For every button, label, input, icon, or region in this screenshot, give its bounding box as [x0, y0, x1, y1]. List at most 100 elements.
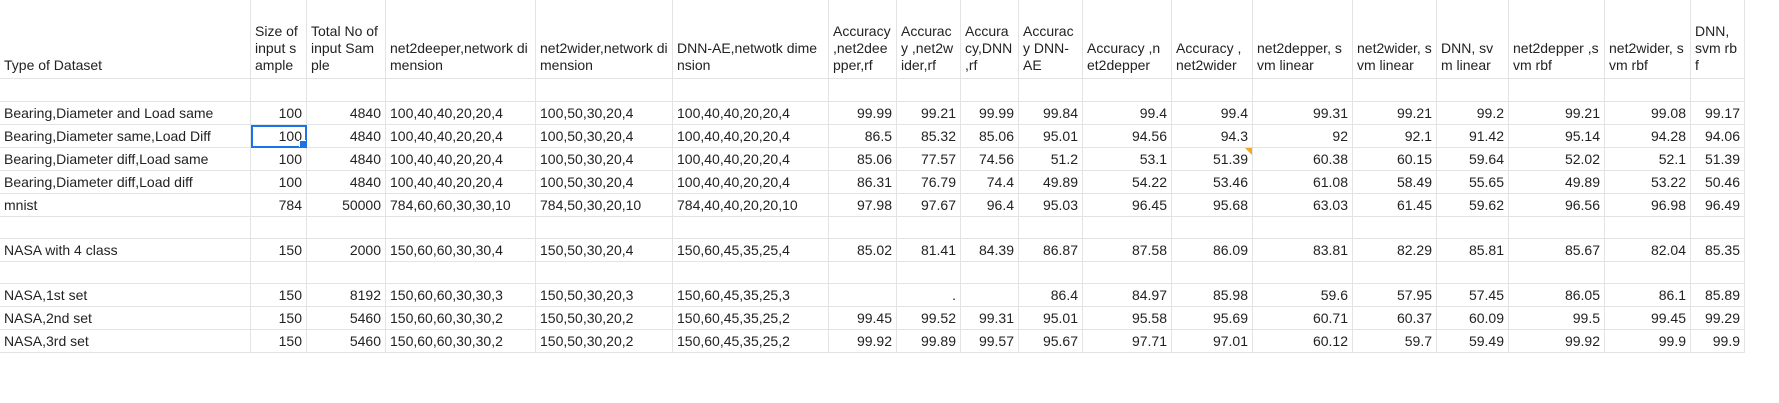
empty-cell[interactable]	[536, 79, 673, 102]
data-cell[interactable]: 99.31	[961, 307, 1019, 330]
data-cell[interactable]: 59.6	[1253, 284, 1353, 307]
data-cell[interactable]: 97.71	[1083, 330, 1172, 353]
empty-cell[interactable]	[673, 217, 829, 239]
data-cell[interactable]: 86.1	[1605, 284, 1691, 307]
empty-cell[interactable]	[1691, 79, 1745, 102]
data-cell[interactable]: 150,60,45,35,25,3	[673, 284, 829, 307]
empty-cell[interactable]	[1509, 217, 1605, 239]
empty-cell[interactable]	[1172, 217, 1253, 239]
data-cell[interactable]: 85.98	[1172, 284, 1253, 307]
data-cell[interactable]: 100,40,40,20,20,4	[673, 102, 829, 125]
column-header-cell[interactable]: Accuracy,DNN ,rf	[961, 0, 1019, 79]
data-cell[interactable]: 96.45	[1083, 194, 1172, 217]
dataset-name-cell[interactable]: NASA,2nd set	[0, 307, 251, 330]
data-cell[interactable]: 59.49	[1437, 330, 1509, 353]
empty-cell[interactable]	[961, 217, 1019, 239]
data-cell[interactable]: 95.67	[1019, 330, 1083, 353]
data-cell[interactable]: 50000	[307, 194, 386, 217]
data-cell[interactable]: 52.1	[1605, 148, 1691, 171]
data-cell[interactable]: 85.67	[1509, 239, 1605, 262]
data-cell[interactable]: 150,50,30,20,2	[536, 330, 673, 353]
data-cell[interactable]: 57.45	[1437, 284, 1509, 307]
dataset-name-cell[interactable]: NASA,3rd set	[0, 330, 251, 353]
data-cell[interactable]: 59.7	[1353, 330, 1437, 353]
data-cell[interactable]: 81.41	[897, 239, 961, 262]
data-cell[interactable]: 85.35	[1691, 239, 1745, 262]
data-cell[interactable]: 53.1	[1083, 148, 1172, 171]
data-cell[interactable]: 99.4	[1083, 102, 1172, 125]
data-cell[interactable]: 99.31	[1253, 102, 1353, 125]
empty-cell[interactable]	[536, 262, 673, 284]
data-cell[interactable]: 150,60,60,30,30,2	[386, 307, 536, 330]
empty-cell[interactable]	[1691, 217, 1745, 239]
comment-indicator-icon[interactable]	[1245, 148, 1252, 155]
data-cell[interactable]: 94.3	[1172, 125, 1253, 148]
data-cell[interactable]: 4840	[307, 102, 386, 125]
column-header-cell[interactable]: net2wider, svm rbf	[1605, 0, 1691, 79]
data-cell[interactable]: 150	[251, 239, 307, 262]
data-cell[interactable]: 99.99	[961, 102, 1019, 125]
data-cell[interactable]: 150,60,45,35,25,2	[673, 307, 829, 330]
data-cell[interactable]: 74.4	[961, 171, 1019, 194]
data-cell[interactable]: 99.17	[1691, 102, 1745, 125]
data-cell[interactable]: 99.92	[1509, 330, 1605, 353]
data-cell[interactable]: 59.64	[1437, 148, 1509, 171]
data-cell[interactable]: 5460	[307, 307, 386, 330]
data-cell[interactable]: 150,60,45,35,25,4	[673, 239, 829, 262]
column-header-cell[interactable]: net2wider,network dimension	[536, 0, 673, 79]
data-cell[interactable]: 58.49	[1353, 171, 1437, 194]
data-cell[interactable]: 83.81	[1253, 239, 1353, 262]
data-cell[interactable]: 784,50,30,20,10	[536, 194, 673, 217]
data-cell[interactable]: 150,60,45,35,25,2	[673, 330, 829, 353]
empty-cell[interactable]	[251, 262, 307, 284]
data-cell[interactable]: 97.01	[1172, 330, 1253, 353]
data-cell[interactable]: 100	[251, 102, 307, 125]
dataset-name-cell[interactable]: NASA,1st set	[0, 284, 251, 307]
data-cell[interactable]: 86.4	[1019, 284, 1083, 307]
data-cell[interactable]: 82.04	[1605, 239, 1691, 262]
data-cell[interactable]: 59.62	[1437, 194, 1509, 217]
data-cell[interactable]: 74.56	[961, 148, 1019, 171]
data-cell[interactable]: 95.01	[1019, 307, 1083, 330]
column-header-cell[interactable]: net2depper ,svm rbf	[1509, 0, 1605, 79]
empty-cell[interactable]	[673, 262, 829, 284]
data-cell[interactable]: 53.46	[1172, 171, 1253, 194]
data-cell[interactable]: 49.89	[1509, 171, 1605, 194]
data-cell[interactable]: 96.98	[1605, 194, 1691, 217]
data-cell[interactable]: 100,50,30,20,4	[536, 148, 673, 171]
data-cell[interactable]: 84.39	[961, 239, 1019, 262]
data-cell[interactable]: 85.32	[897, 125, 961, 148]
empty-cell[interactable]	[1019, 217, 1083, 239]
data-cell[interactable]: 85.06	[829, 148, 897, 171]
data-cell[interactable]: 87.58	[1083, 239, 1172, 262]
data-cell[interactable]: 99.29	[1691, 307, 1745, 330]
data-cell[interactable]: 96.4	[961, 194, 1019, 217]
empty-cell[interactable]	[1605, 217, 1691, 239]
dataset-name-cell[interactable]: mnist	[0, 194, 251, 217]
data-cell[interactable]: 100,40,40,20,20,4	[386, 102, 536, 125]
data-cell[interactable]: 100,40,40,20,20,4	[673, 171, 829, 194]
empty-cell[interactable]	[1437, 217, 1509, 239]
data-cell[interactable]: 92.1	[1353, 125, 1437, 148]
data-cell[interactable]: 95.58	[1083, 307, 1172, 330]
data-cell[interactable]: 55.65	[1437, 171, 1509, 194]
data-cell[interactable]: 99.99	[829, 102, 897, 125]
data-cell[interactable]: 99.84	[1019, 102, 1083, 125]
empty-cell[interactable]	[1083, 262, 1172, 284]
empty-cell[interactable]	[897, 79, 961, 102]
data-cell[interactable]: 100	[251, 148, 307, 171]
data-cell[interactable]: 51.39	[1691, 148, 1745, 171]
data-cell[interactable]: .	[897, 284, 961, 307]
empty-cell[interactable]	[386, 262, 536, 284]
empty-cell[interactable]	[1437, 79, 1509, 102]
data-cell[interactable]: 61.08	[1253, 171, 1353, 194]
data-cell[interactable]: 86.31	[829, 171, 897, 194]
data-cell[interactable]: 2000	[307, 239, 386, 262]
empty-cell[interactable]	[829, 79, 897, 102]
data-cell[interactable]: 150,50,30,20,2	[536, 307, 673, 330]
empty-cell[interactable]	[1172, 79, 1253, 102]
data-cell[interactable]: 91.42	[1437, 125, 1509, 148]
data-cell[interactable]: 100,50,30,20,4	[536, 102, 673, 125]
empty-cell[interactable]	[386, 217, 536, 239]
empty-cell[interactable]	[1605, 262, 1691, 284]
